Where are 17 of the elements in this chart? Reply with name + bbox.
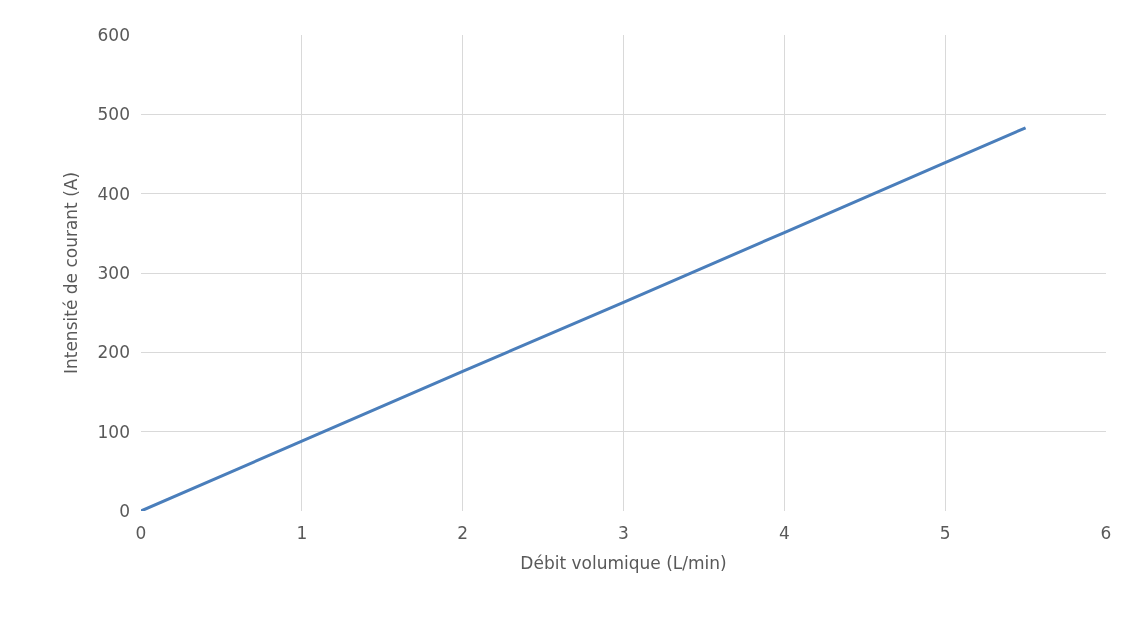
line-series [141, 126, 1028, 511]
x-axis-title: Débit volumique (L/min) [520, 553, 727, 574]
x-tick-label: 4 [778, 523, 790, 543]
y-tick-label: 100 [97, 421, 130, 442]
y-tick-label: 0 [119, 500, 130, 521]
x-tick-label: 6 [1100, 523, 1112, 543]
x-tick-label: 0 [135, 523, 147, 543]
x-tick-label: 5 [939, 523, 951, 543]
y-tick-label: 600 [97, 24, 130, 45]
y-axis-title: Intensité de courant (A) [61, 171, 82, 375]
x-tick-label: 2 [457, 523, 469, 543]
y-tick-label: 300 [97, 262, 130, 283]
y-tick-label: 200 [97, 342, 130, 363]
x-tick-label: 3 [618, 523, 629, 543]
y-tick-label: 500 [97, 104, 130, 125]
y-tick-label: 400 [97, 183, 130, 204]
x-tick-label: 1 [296, 523, 308, 543]
